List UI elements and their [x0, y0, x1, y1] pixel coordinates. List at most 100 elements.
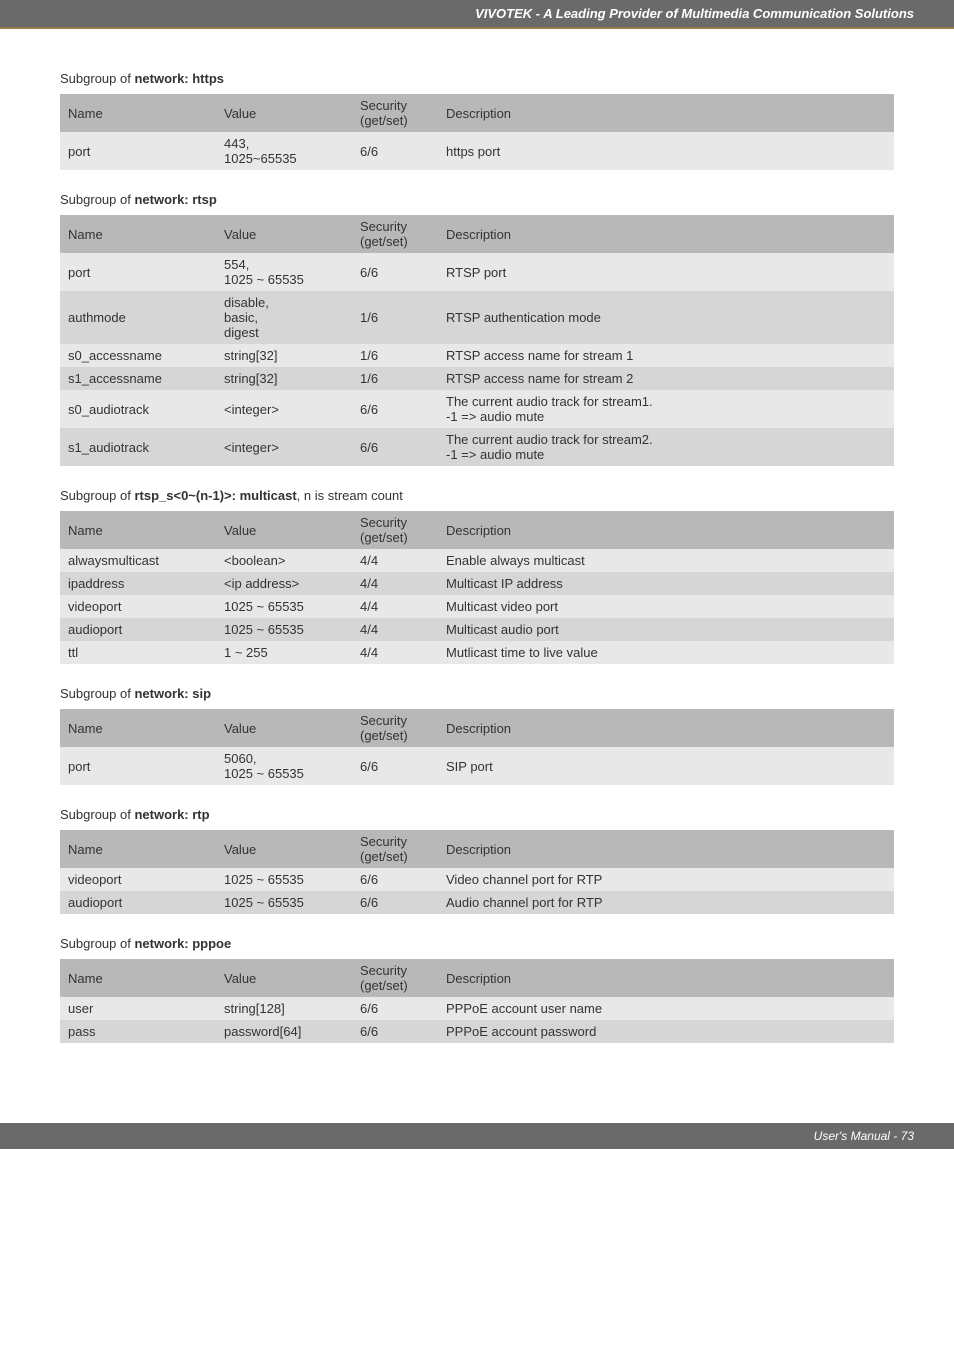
caption-suffix: , n is stream count [297, 488, 403, 503]
table-row: audioport1025 ~ 655356/6Audio channel po… [60, 891, 894, 914]
section-caption: Subgroup of network: pppoe [60, 936, 894, 951]
table-cell: <boolean> [216, 549, 352, 572]
table-header: Security(get/set) [352, 94, 438, 132]
table-cell: 6/6 [352, 868, 438, 891]
caption-bold: network: pppoe [134, 936, 231, 951]
table-header: Description [438, 830, 894, 868]
caption-bold: network: rtsp [134, 192, 216, 207]
table-cell: string[32] [216, 344, 352, 367]
table-header: Security(get/set) [352, 215, 438, 253]
table-cell: disable, basic, digest [216, 291, 352, 344]
table-header: Description [438, 215, 894, 253]
table-header: Name [60, 511, 216, 549]
caption-bold: network: https [134, 71, 224, 86]
caption-prefix: Subgroup of [60, 71, 134, 86]
param-table: NameValueSecurity(get/set)Descriptionalw… [60, 511, 894, 664]
table-cell: 6/6 [352, 891, 438, 914]
table-cell: 4/4 [352, 641, 438, 664]
table-row: s0_audiotrack<integer>6/6The current aud… [60, 390, 894, 428]
table-cell: 1/6 [352, 291, 438, 344]
table-cell: 6/6 [352, 997, 438, 1020]
table-cell: 554, 1025 ~ 65535 [216, 253, 352, 291]
table-cell: Video channel port for RTP [438, 868, 894, 891]
table-cell: 1025 ~ 65535 [216, 868, 352, 891]
caption-bold: network: sip [134, 686, 211, 701]
table-cell: SIP port [438, 747, 894, 785]
table-cell: PPPoE account user name [438, 997, 894, 1020]
table-header: Description [438, 709, 894, 747]
table-cell: 5060, 1025 ~ 65535 [216, 747, 352, 785]
table-row: videoport1025 ~ 655356/6Video channel po… [60, 868, 894, 891]
section-caption: Subgroup of rtsp_s<0~(n-1)>: multicast, … [60, 488, 894, 503]
table-cell: 6/6 [352, 132, 438, 170]
table-cell: Mutlicast time to live value [438, 641, 894, 664]
table-cell: The current audio track for stream2. -1 … [438, 428, 894, 466]
caption-prefix: Subgroup of [60, 488, 134, 503]
table-row: userstring[128]6/6PPPoE account user nam… [60, 997, 894, 1020]
table-cell: s1_audiotrack [60, 428, 216, 466]
caption-prefix: Subgroup of [60, 936, 134, 951]
param-table: NameValueSecurity(get/set)Descriptionuse… [60, 959, 894, 1043]
table-cell: RTSP access name for stream 1 [438, 344, 894, 367]
caption-bold: network: rtp [134, 807, 209, 822]
table-cell: pass [60, 1020, 216, 1043]
section-caption: Subgroup of network: sip [60, 686, 894, 701]
table-header: Security(get/set) [352, 959, 438, 997]
table-cell: videoport [60, 595, 216, 618]
table-header: Value [216, 511, 352, 549]
table-header: Name [60, 830, 216, 868]
table-cell: string[128] [216, 997, 352, 1020]
table-cell: Multicast video port [438, 595, 894, 618]
table-row: s1_accessnamestring[32]1/6RTSP access na… [60, 367, 894, 390]
table-row: passpassword[64]6/6PPPoE account passwor… [60, 1020, 894, 1043]
footer-text: User's Manual - 73 [814, 1129, 914, 1143]
table-cell: s0_audiotrack [60, 390, 216, 428]
table-cell: <ip address> [216, 572, 352, 595]
table-row: s0_accessnamestring[32]1/6RTSP access na… [60, 344, 894, 367]
table-cell: 443, 1025~65535 [216, 132, 352, 170]
table-cell: 4/4 [352, 549, 438, 572]
table-cell: port [60, 747, 216, 785]
table-row: audioport1025 ~ 655354/4Multicast audio … [60, 618, 894, 641]
table-cell: <integer> [216, 428, 352, 466]
table-cell: 6/6 [352, 253, 438, 291]
caption-bold: rtsp_s<0~(n-1)>: multicast [134, 488, 296, 503]
table-header: Description [438, 94, 894, 132]
section-caption: Subgroup of network: rtp [60, 807, 894, 822]
table-cell: user [60, 997, 216, 1020]
footer-bar: User's Manual - 73 [0, 1123, 954, 1149]
table-cell: s1_accessname [60, 367, 216, 390]
table-cell: authmode [60, 291, 216, 344]
table-header: Name [60, 94, 216, 132]
header-title: VIVOTEK - A Leading Provider of Multimed… [475, 6, 914, 21]
table-cell: s0_accessname [60, 344, 216, 367]
table-cell: 1025 ~ 65535 [216, 618, 352, 641]
table-cell: <integer> [216, 390, 352, 428]
table-cell: 1025 ~ 65535 [216, 891, 352, 914]
table-row: port443, 1025~655356/6https port [60, 132, 894, 170]
table-cell: RTSP authentication mode [438, 291, 894, 344]
table-cell: 6/6 [352, 1020, 438, 1043]
page: VIVOTEK - A Leading Provider of Multimed… [0, 0, 954, 1149]
table-cell: alwaysmulticast [60, 549, 216, 572]
section-caption: Subgroup of network: rtsp [60, 192, 894, 207]
param-table: NameValueSecurity(get/set)Descriptionvid… [60, 830, 894, 914]
table-row: alwaysmulticast<boolean>4/4Enable always… [60, 549, 894, 572]
table-cell: ttl [60, 641, 216, 664]
table-cell: password[64] [216, 1020, 352, 1043]
table-header: Security(get/set) [352, 709, 438, 747]
table-header: Description [438, 959, 894, 997]
table-cell: 4/4 [352, 595, 438, 618]
caption-prefix: Subgroup of [60, 807, 134, 822]
table-row: authmodedisable, basic, digest1/6RTSP au… [60, 291, 894, 344]
param-table: NameValueSecurity(get/set)Descriptionpor… [60, 94, 894, 170]
table-cell: audioport [60, 618, 216, 641]
table-header: Value [216, 709, 352, 747]
table-cell: audioport [60, 891, 216, 914]
table-cell: string[32] [216, 367, 352, 390]
table-cell: 6/6 [352, 390, 438, 428]
table-row: s1_audiotrack<integer>6/6The current aud… [60, 428, 894, 466]
table-header: Value [216, 830, 352, 868]
table-cell: Multicast IP address [438, 572, 894, 595]
table-header: Value [216, 959, 352, 997]
